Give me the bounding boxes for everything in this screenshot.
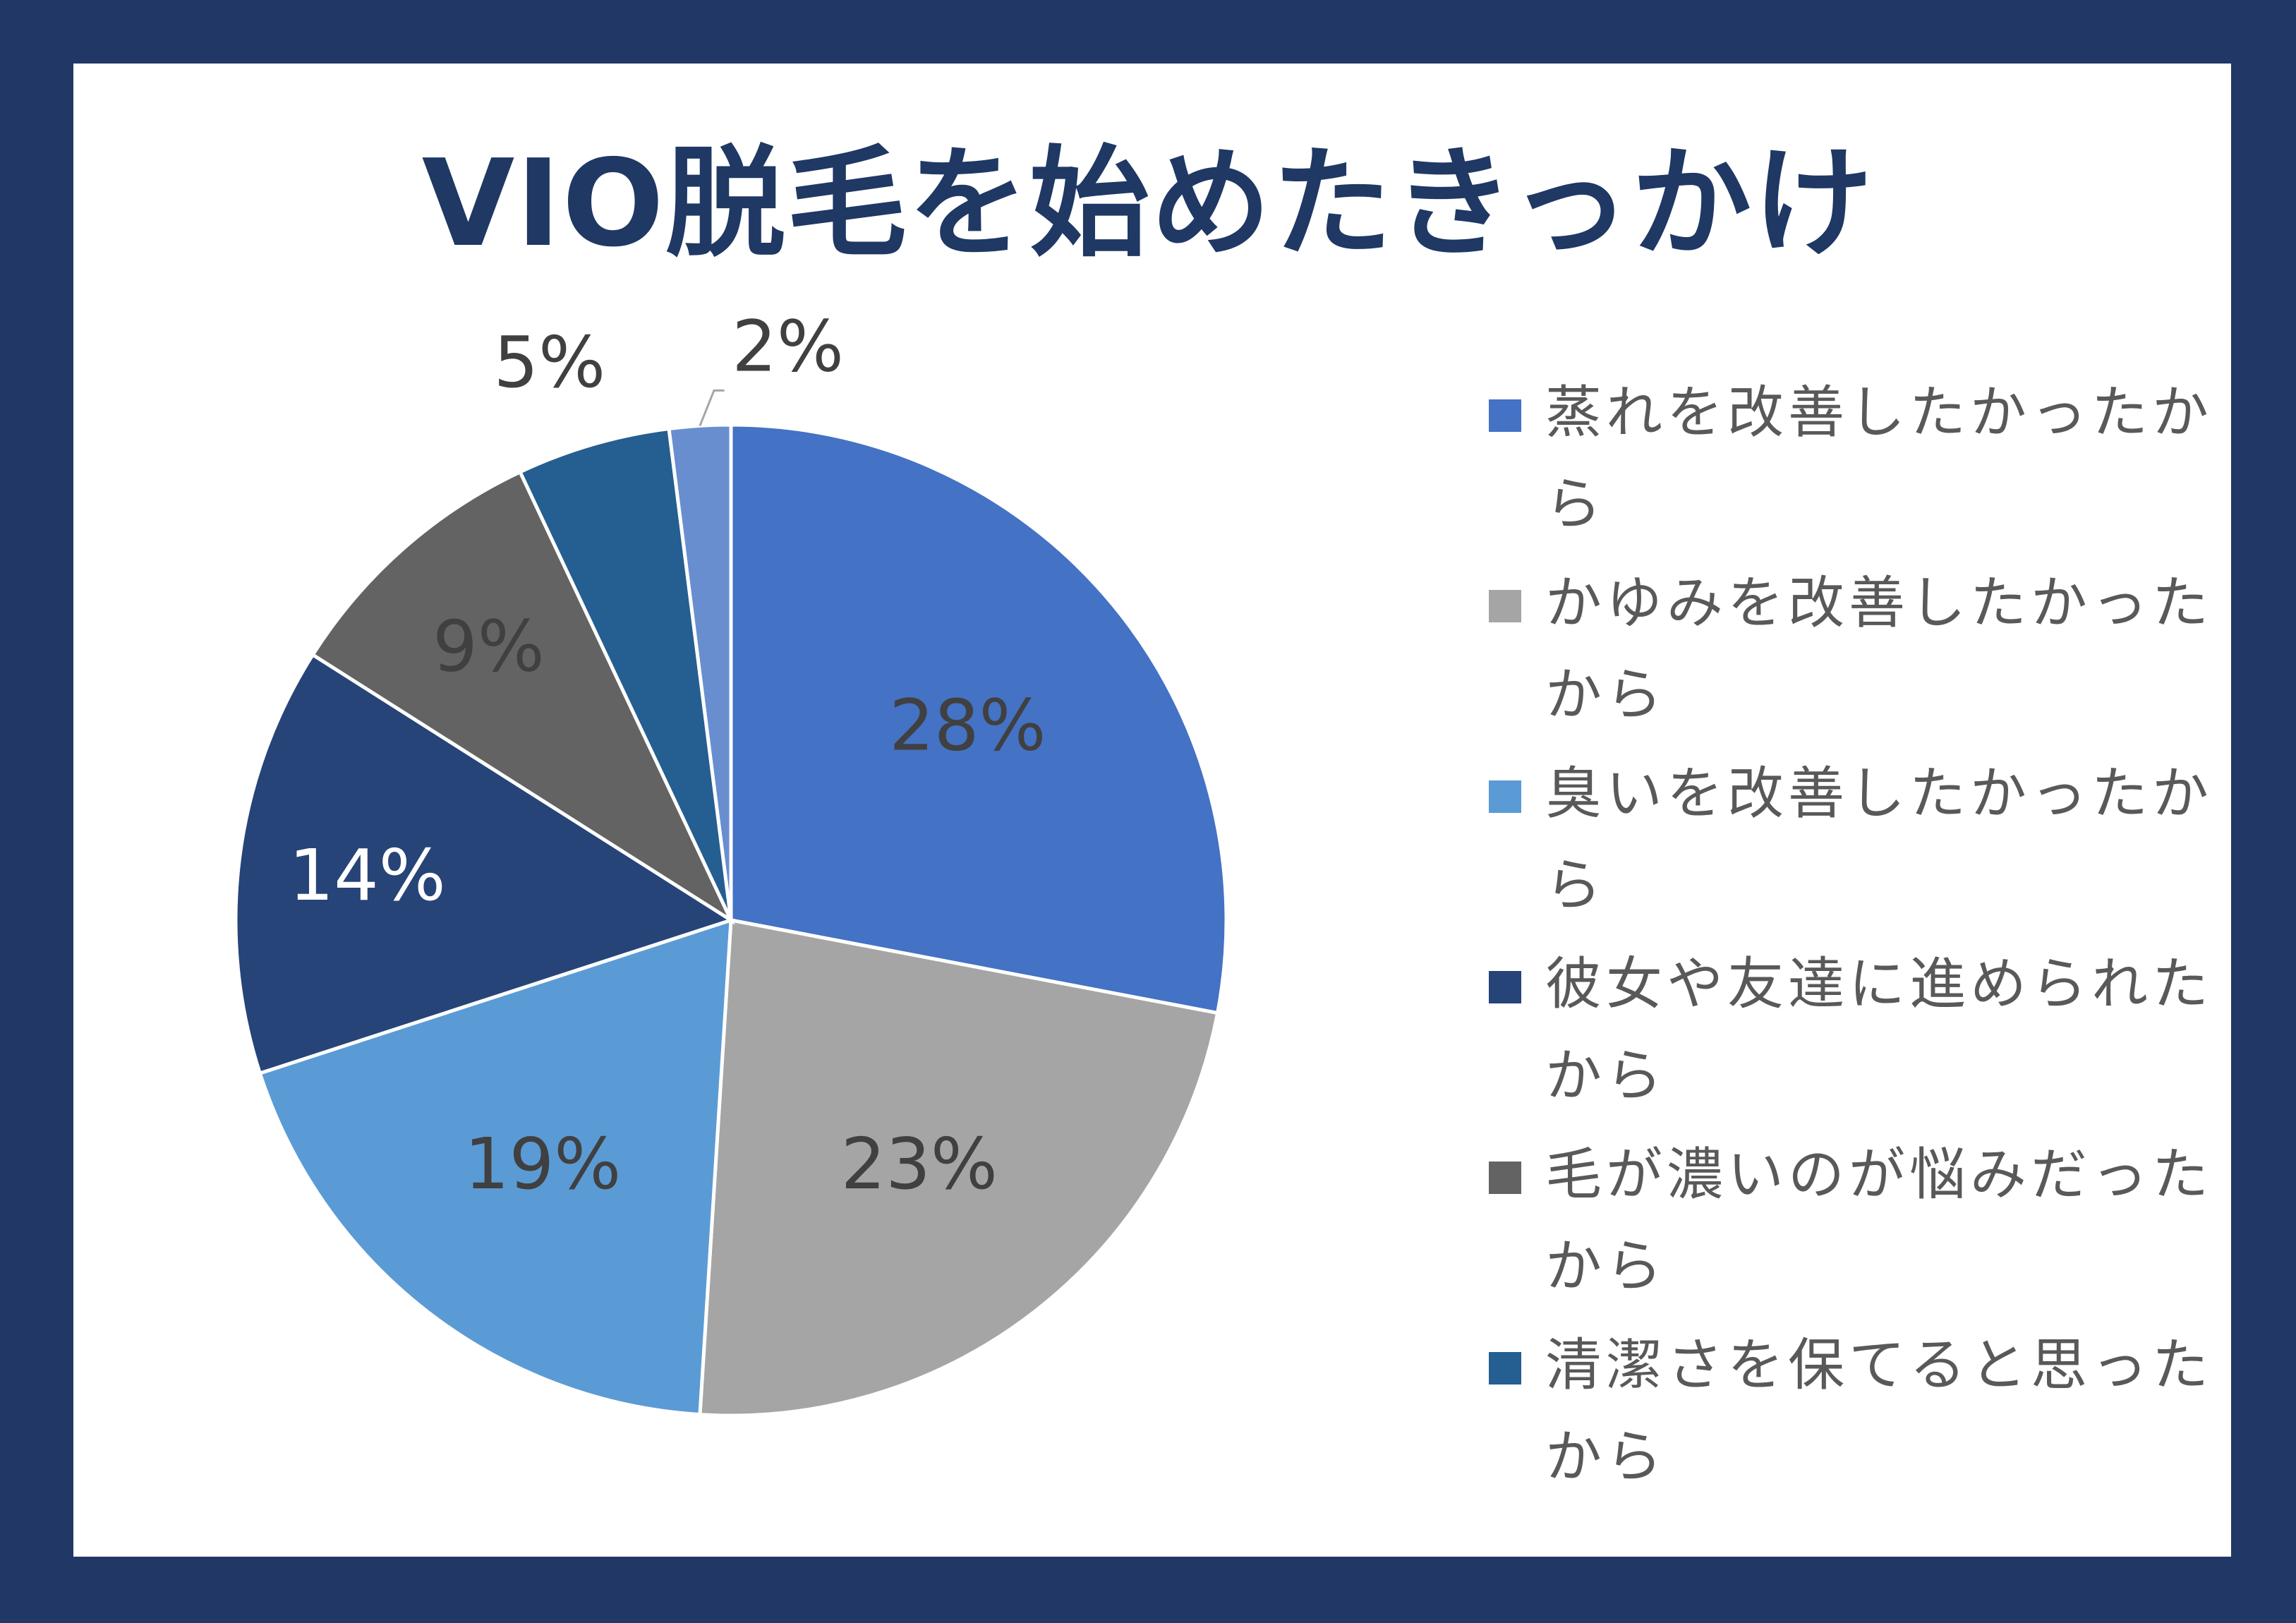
legend: 蒸れを改善したかったから かゆみを改善したかったから 臭いを改善したかったから 彼女や… bbox=[1489, 367, 2230, 1510]
slice-data-label: 23% bbox=[841, 1123, 998, 1205]
legend-item: 毛が濃いのが悩みだったから bbox=[1489, 1129, 2230, 1313]
legend-swatch bbox=[1489, 1352, 1521, 1384]
legend-label: 臭いを改善したかったから bbox=[1545, 761, 2213, 918]
legend-label: 彼女や友達に進められたから bbox=[1545, 951, 2213, 1109]
legend-swatch bbox=[1489, 780, 1521, 813]
pie-slice bbox=[310, 469, 735, 925]
legend-label: かゆみを改善したかったから bbox=[1545, 570, 2213, 728]
pie-slice bbox=[729, 423, 1228, 1015]
legend-label: 蒸れを改善したかったから bbox=[1545, 380, 2213, 537]
legend-item: 彼女や友達に進められたから bbox=[1489, 939, 2230, 1122]
legend-swatch bbox=[1489, 971, 1521, 1003]
legend-item: 蒸れを改善したかったから bbox=[1489, 367, 2230, 550]
legend-item: 臭いを改善したかったから bbox=[1489, 748, 2230, 931]
slice-data-label: 9% bbox=[433, 605, 545, 687]
legend-item: 清潔さを保てると思ったから bbox=[1489, 1320, 2230, 1503]
legend-label: 毛が濃いのが悩みだったから bbox=[1545, 1142, 2213, 1299]
pie-slice bbox=[258, 917, 733, 1417]
slice-data-label: 19% bbox=[464, 1123, 621, 1205]
pie-slice bbox=[234, 652, 735, 1076]
legend-swatch bbox=[1489, 399, 1521, 432]
chart-title: VIO脱毛を始めたきっかけ bbox=[421, 134, 1875, 274]
slice-data-label: 5% bbox=[493, 321, 605, 404]
legend-label: 清潔さを保てると思ったから bbox=[1545, 1332, 2213, 1490]
pie-slice bbox=[517, 426, 733, 922]
pie-slice bbox=[698, 918, 1220, 1418]
slice-data-label: 2% bbox=[732, 305, 844, 387]
legend-swatch bbox=[1489, 1162, 1521, 1194]
legend-item: かゆみを改善したかったから bbox=[1489, 557, 2230, 741]
leader-line bbox=[699, 389, 725, 426]
slice-data-label: 28% bbox=[889, 684, 1046, 767]
slice-data-label: 14% bbox=[289, 834, 445, 917]
legend-swatch bbox=[1489, 590, 1521, 622]
